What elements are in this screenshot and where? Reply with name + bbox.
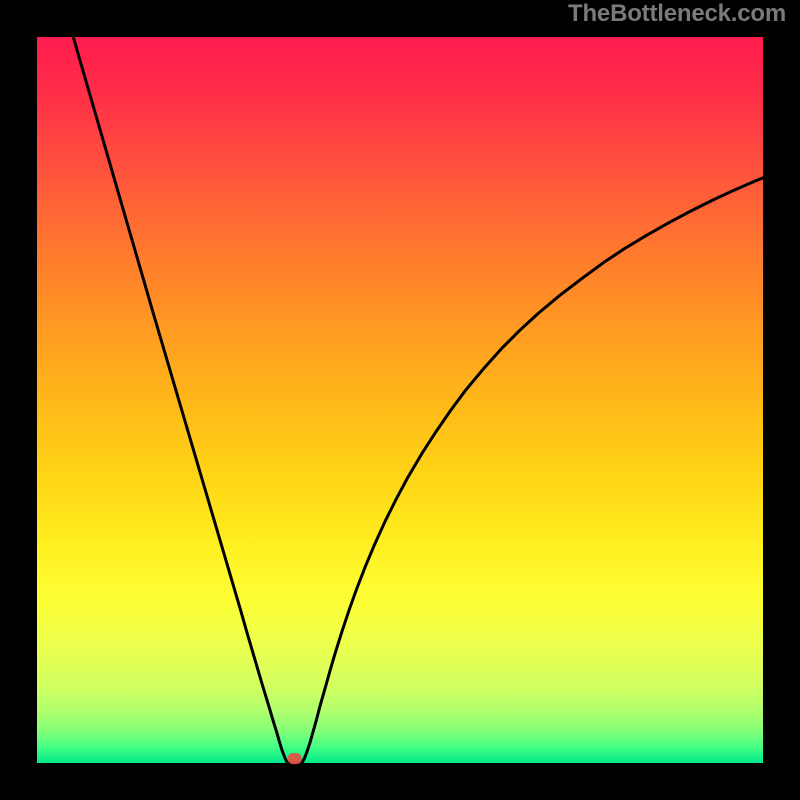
watermark-text: TheBottleneck.com xyxy=(568,0,786,28)
chart-svg xyxy=(0,0,800,800)
chart-plot-area xyxy=(37,37,763,763)
bottleneck-marker xyxy=(288,753,302,764)
chart-frame: { "watermark": { "text": "TheBottleneck.… xyxy=(0,0,800,800)
